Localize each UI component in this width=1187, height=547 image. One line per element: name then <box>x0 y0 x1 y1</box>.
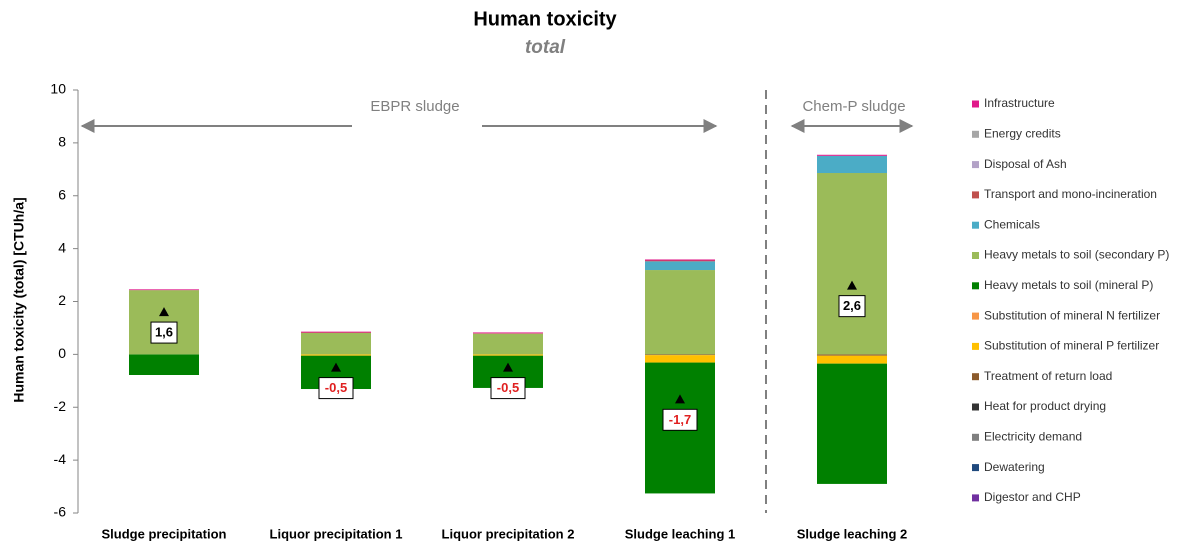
bar-segment <box>817 155 887 174</box>
legend-swatch <box>972 282 979 290</box>
y-tick-label: 8 <box>58 134 66 150</box>
legend-label: Substitution of mineral P fertilizer <box>984 339 1159 353</box>
bar-segment <box>817 173 887 355</box>
x-tick-label: Sludge leaching 2 <box>797 526 908 541</box>
total-label-box <box>490 377 526 400</box>
total-label-box <box>838 295 866 318</box>
total-label-box <box>318 377 354 400</box>
legend-swatch <box>972 252 979 259</box>
bar-segment <box>645 354 715 356</box>
legend-label: Heat for product drying <box>984 399 1106 413</box>
bar-segment <box>817 154 887 156</box>
total-marker <box>331 362 341 372</box>
y-tick-label: 0 <box>58 345 66 361</box>
legend-label: Transport and mono-incineration <box>984 187 1157 201</box>
legend-swatch <box>972 312 979 320</box>
total-label: -1,7 <box>669 412 691 427</box>
bar-segment <box>301 332 371 333</box>
chart-title: Human toxicity <box>473 8 617 30</box>
y-axis-label: Human toxicity (total) [CTUh/a] <box>11 197 27 402</box>
total-marker <box>159 307 169 317</box>
legend-swatch <box>972 342 979 350</box>
legend-swatch <box>972 494 979 502</box>
legend-label: Heavy metals to soil (secondary P) <box>984 248 1169 262</box>
legend-label: Electricity demand <box>984 429 1082 443</box>
x-tick-label: Liquor precipitation 2 <box>442 526 575 541</box>
bar-segment <box>473 333 543 334</box>
total-label: -0,5 <box>325 380 347 395</box>
bar-segment <box>645 261 715 271</box>
legend-label: Energy credits <box>984 126 1061 140</box>
total-marker <box>675 394 685 404</box>
y-tick-label: 2 <box>58 292 66 308</box>
legend-swatch <box>972 191 979 199</box>
bar-segment <box>817 354 887 356</box>
y-tick-label: 10 <box>50 81 66 97</box>
y-tick-label: -2 <box>54 398 67 414</box>
y-tick-label: -4 <box>54 451 67 467</box>
chart-subtitle: total <box>525 37 566 58</box>
x-tick-label: Sludge leaching 1 <box>625 526 736 541</box>
bar-segment <box>817 363 887 484</box>
bar-segment <box>817 355 887 364</box>
legend-label: Treatment of return load <box>984 369 1112 383</box>
legend-swatch <box>972 373 979 381</box>
bar-segment <box>301 332 371 355</box>
bar-segment <box>645 260 715 262</box>
annotation-bg <box>352 116 482 136</box>
legend-label: Heavy metals to soil (mineral P) <box>984 278 1153 292</box>
legend-label: Substitution of mineral N fertilizer <box>984 308 1160 322</box>
legend-swatch <box>972 161 979 169</box>
y-tick-label: 6 <box>58 186 66 202</box>
total-marker <box>503 362 513 372</box>
bar-segment <box>301 331 371 333</box>
bar-segment <box>301 354 371 356</box>
bar-segment <box>645 355 715 363</box>
x-tick-label: Sludge precipitation <box>102 526 227 541</box>
bar-segment <box>645 259 715 261</box>
y-tick-label: -6 <box>54 504 67 520</box>
bar-segment <box>129 354 199 375</box>
legend-label: Digestor and CHP <box>984 490 1081 504</box>
legend-label: Dewatering <box>984 460 1045 474</box>
annotation: EBPR sludge <box>370 98 459 115</box>
bar-segment <box>645 270 715 355</box>
x-tick-label: Liquor precipitation 1 <box>270 526 403 541</box>
legend-swatch <box>972 433 979 441</box>
bar-segment <box>129 289 199 291</box>
total-label: 2,6 <box>843 298 861 313</box>
legend-label: Chemicals <box>984 217 1040 231</box>
bar-segment <box>473 333 543 355</box>
total-label-box <box>662 408 698 431</box>
legend-swatch <box>972 221 979 229</box>
legend-swatch <box>972 100 979 108</box>
y-tick-label: 4 <box>58 239 66 255</box>
legend-label: Infrastructure <box>984 96 1055 110</box>
total-marker <box>847 280 857 290</box>
legend-swatch <box>972 130 979 138</box>
legend-swatch <box>972 403 979 411</box>
bar-segment <box>473 332 543 334</box>
annotation: Chem-P sludge <box>802 98 905 115</box>
bar-segment <box>473 354 543 356</box>
legend-label: Disposal of Ash <box>984 157 1067 171</box>
total-label: -0,5 <box>497 380 519 395</box>
annotation-bg <box>796 97 922 117</box>
legend-swatch <box>972 464 979 472</box>
total-label-box <box>150 321 178 344</box>
total-label: 1,6 <box>155 325 173 340</box>
